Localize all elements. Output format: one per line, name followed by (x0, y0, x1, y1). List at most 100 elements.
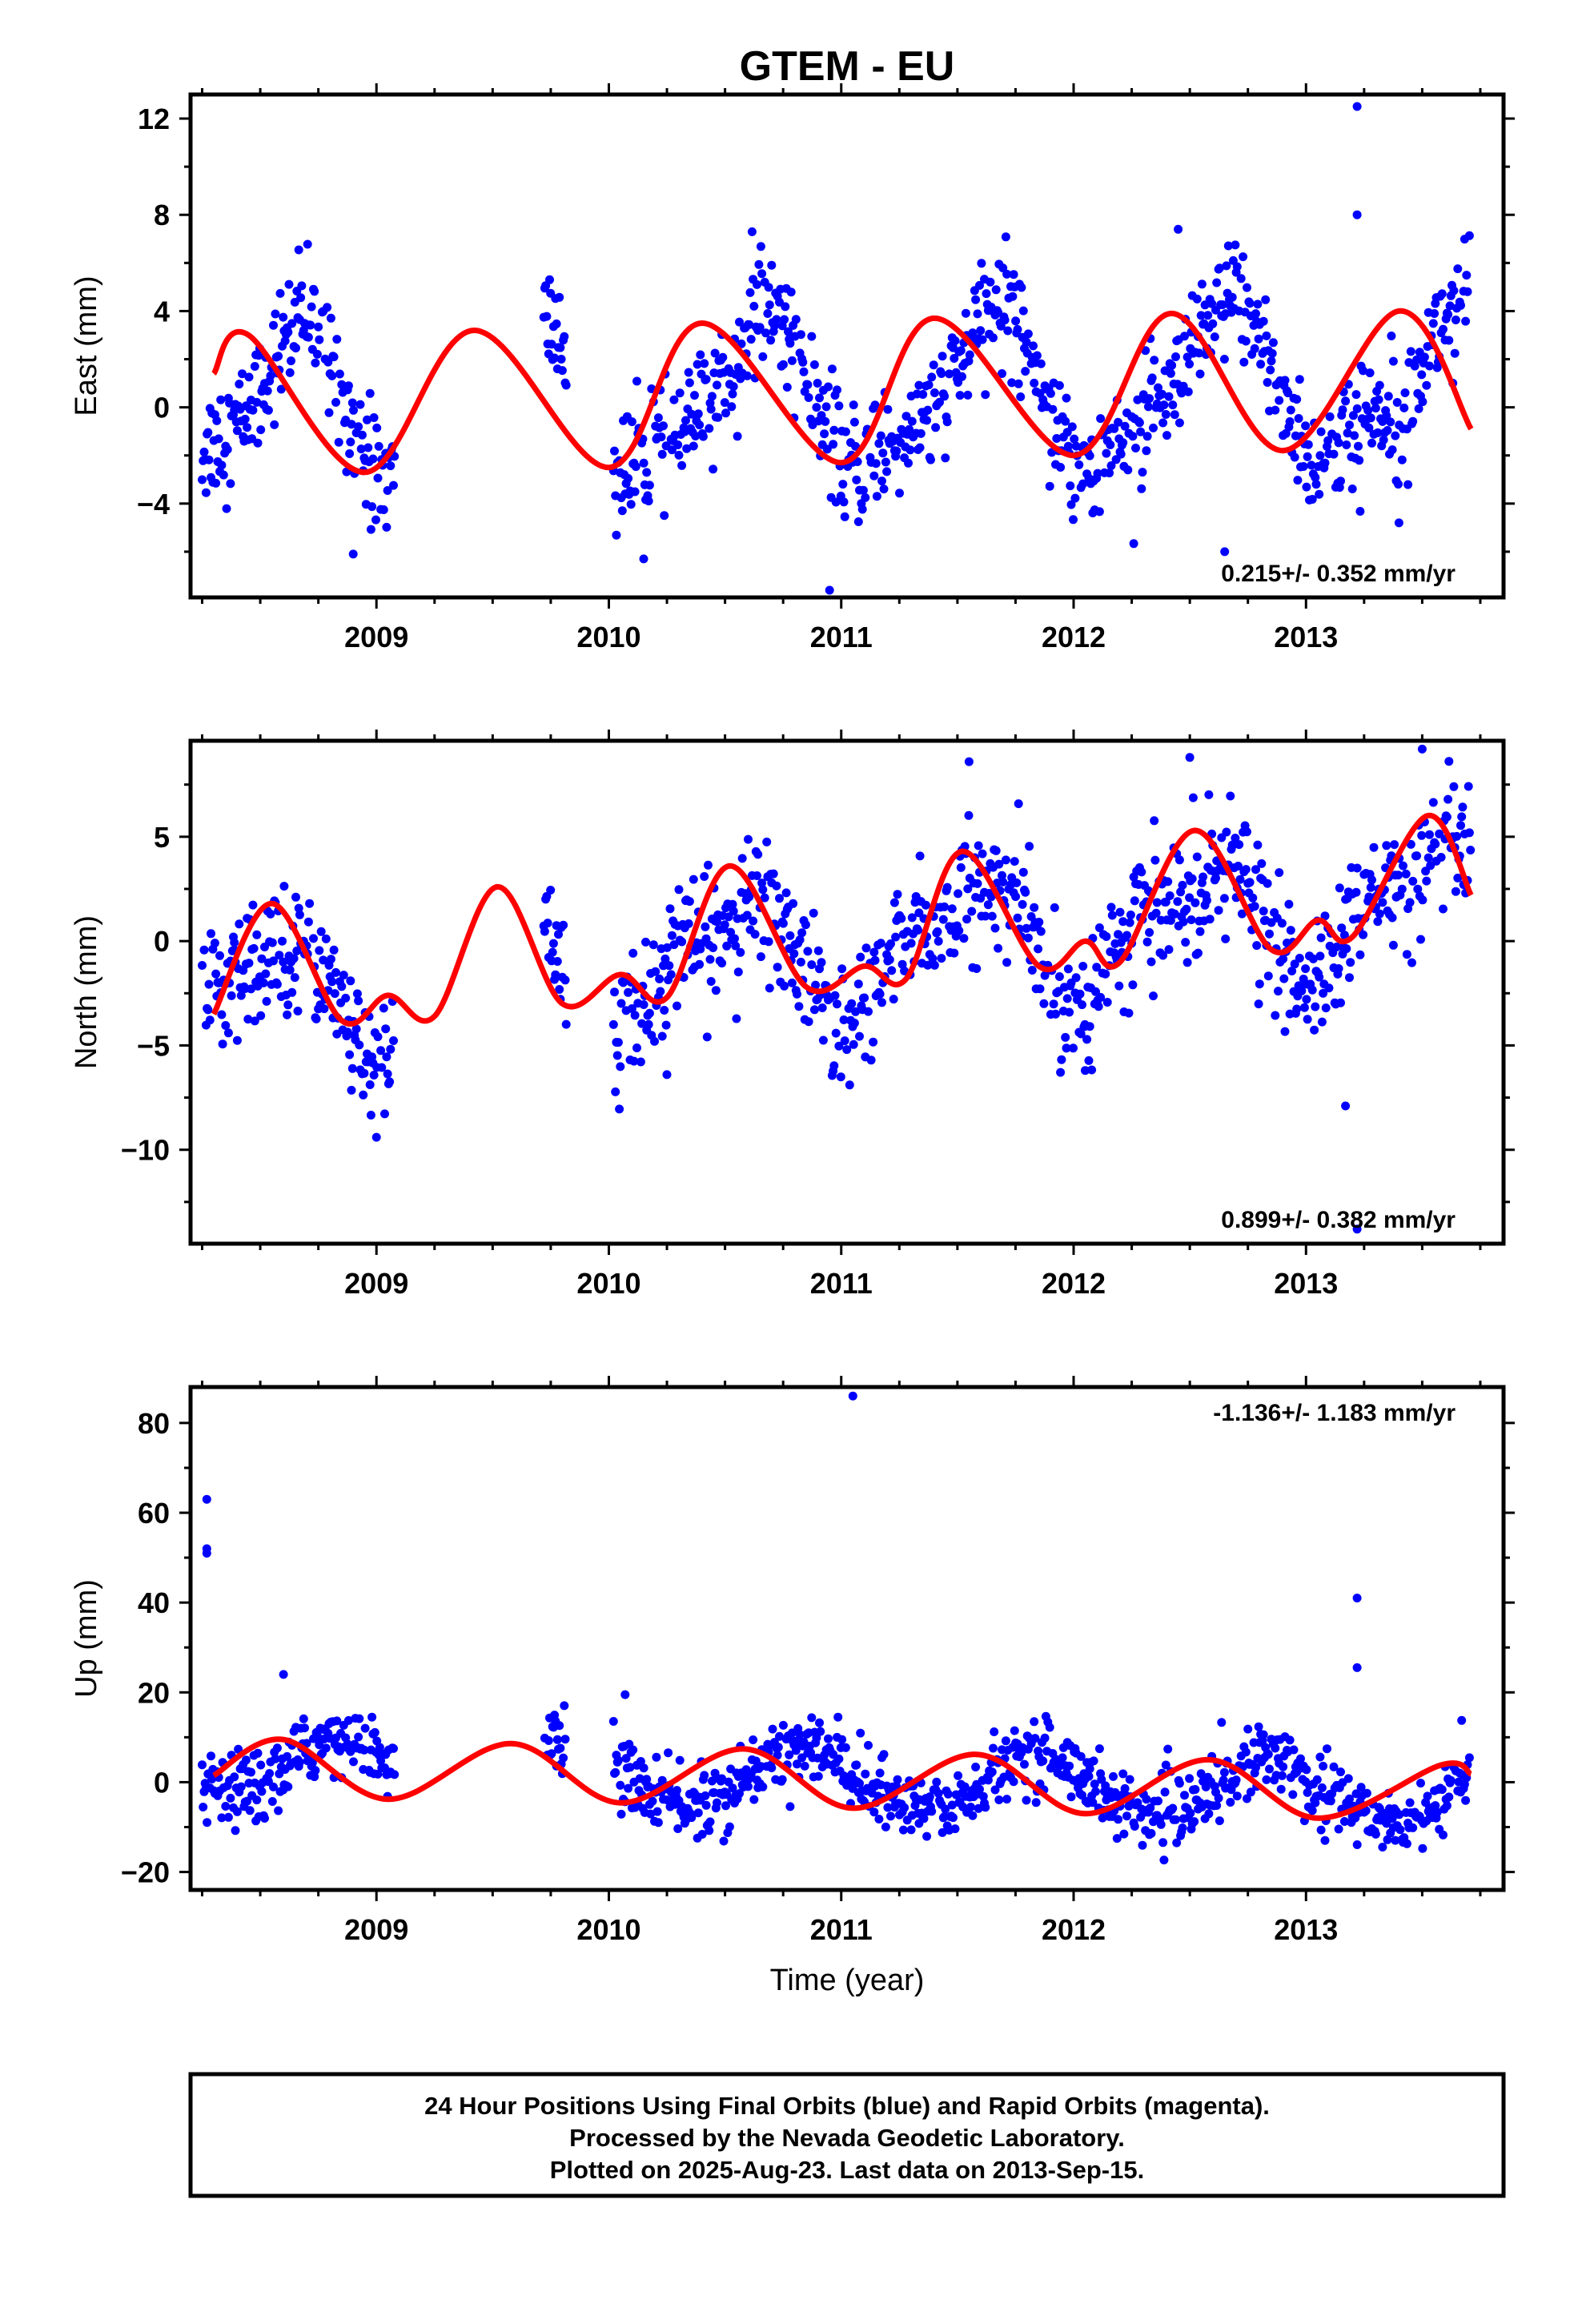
north-point (1084, 1055, 1094, 1065)
up-point (560, 1701, 569, 1711)
up-point (978, 1791, 988, 1801)
north-point (1324, 983, 1334, 993)
east-point (310, 287, 319, 296)
up-point (728, 1783, 737, 1793)
north-point (809, 908, 818, 918)
east-point (829, 425, 839, 435)
north-point (1078, 962, 1088, 971)
east-point (685, 378, 694, 388)
north-point (552, 957, 562, 966)
north-point (729, 907, 738, 916)
up-point (927, 1807, 937, 1816)
east-point (379, 505, 388, 514)
up-point (616, 1780, 625, 1790)
east-point (1280, 376, 1290, 385)
east-point (1397, 455, 1407, 464)
north-point (730, 934, 739, 943)
north-point (1303, 1015, 1312, 1024)
up-point (625, 1763, 635, 1772)
north-point (856, 952, 865, 962)
up-point (1395, 1810, 1404, 1819)
north-point (1186, 915, 1196, 924)
north-point (1252, 941, 1262, 951)
north-point (695, 959, 705, 969)
up-point (1058, 1753, 1067, 1763)
east-point (660, 511, 669, 521)
up-point (1180, 1791, 1189, 1800)
north-point (1115, 907, 1125, 917)
up-point (199, 1803, 208, 1811)
east-point (1363, 406, 1373, 415)
east-point (1241, 336, 1251, 346)
east-point (303, 332, 313, 342)
east-frame (188, 92, 1506, 600)
east-point (357, 430, 367, 440)
north-point (1265, 929, 1274, 939)
up-point (1146, 1803, 1155, 1812)
east-point (1267, 356, 1276, 366)
north-point (940, 902, 950, 911)
north-point (781, 888, 791, 898)
east-point (542, 312, 552, 321)
east-point (653, 413, 663, 423)
up-y-tick-label: 60 (138, 1497, 170, 1530)
north-point (1436, 853, 1446, 862)
east-point (547, 340, 556, 349)
east-point (1195, 369, 1205, 379)
up-point (1231, 1775, 1241, 1785)
east-point (821, 416, 830, 426)
north-point (1049, 999, 1058, 1009)
east-point (876, 431, 885, 440)
east-point (1131, 444, 1140, 452)
east-point (915, 443, 925, 452)
east-point (1223, 241, 1233, 251)
east-point (366, 525, 375, 534)
east-rate-label: 0.215+/- 0.352 mm/yr (1221, 561, 1456, 587)
east-point (1105, 468, 1114, 478)
east-point (1110, 424, 1119, 433)
east-point (1315, 451, 1325, 460)
up-point (1431, 1801, 1440, 1811)
north-point (1056, 1068, 1066, 1077)
north-point (1299, 1003, 1309, 1012)
east-point (216, 395, 226, 404)
north-point (864, 1007, 873, 1016)
up-point (990, 1785, 1000, 1795)
east-point (1439, 324, 1447, 334)
up-point (1319, 1761, 1328, 1771)
up-point (621, 1754, 631, 1763)
north-outlier-point (1185, 753, 1195, 762)
up-point (875, 1768, 885, 1778)
up-point (1045, 1723, 1054, 1732)
footer-frame (188, 2072, 1506, 2198)
east-point (1343, 428, 1352, 438)
north-point (383, 1069, 392, 1079)
up-point (1226, 1798, 1235, 1807)
north-point (817, 1003, 827, 1012)
north-point (726, 927, 736, 937)
up-point (1395, 1825, 1405, 1835)
east-point (782, 383, 792, 392)
north-point (849, 1019, 859, 1027)
north-point (639, 1000, 648, 1009)
east-point (1063, 441, 1073, 451)
north-point (1057, 1055, 1066, 1064)
north-point (632, 1043, 641, 1052)
north-point (745, 892, 754, 902)
north-point (218, 1039, 227, 1049)
north-point (266, 909, 275, 919)
north-point (1039, 999, 1049, 1008)
up-outlier-point (848, 1391, 857, 1401)
north-point (1337, 923, 1347, 933)
east-fit-line (211, 308, 1474, 476)
east-point (203, 428, 213, 437)
up-point (198, 1760, 207, 1770)
east-point (1355, 456, 1364, 465)
east-point (297, 281, 307, 291)
east-point (1259, 316, 1268, 326)
north-point (1408, 876, 1418, 886)
north-point (561, 1019, 571, 1029)
east-x-tick-label: 2011 (810, 621, 873, 653)
north-point (1054, 972, 1064, 981)
north-point (705, 955, 715, 964)
